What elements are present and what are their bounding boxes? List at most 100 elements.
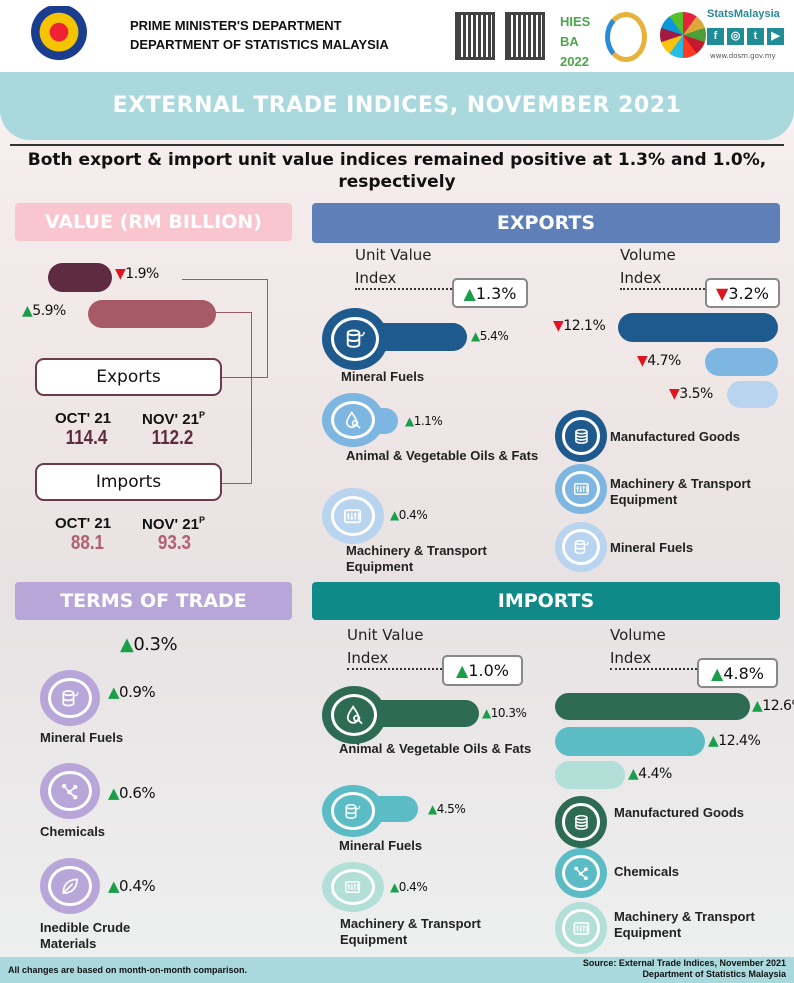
imports-value-bar bbox=[88, 300, 216, 328]
instagram-icon[interactable]: ◎ bbox=[727, 28, 744, 45]
exports-value-change: ▼1.9% bbox=[115, 266, 159, 282]
exports-value-bar bbox=[48, 263, 112, 292]
oil-barrel-icon bbox=[40, 670, 100, 726]
website-url[interactable]: www.dosm.gov.my bbox=[710, 52, 776, 60]
connector-line bbox=[222, 377, 268, 378]
oil-barrel-icon bbox=[322, 785, 384, 837]
terms-item-change: ▲0.9% bbox=[108, 683, 156, 701]
up-arrow-icon: ▲ bbox=[456, 661, 469, 680]
imports-uvi-label: Unit Value Index bbox=[347, 626, 424, 667]
exports-oct-label: OCT' 21 bbox=[55, 410, 112, 427]
value-section-heading: VALUE (RM BILLION) bbox=[15, 203, 292, 241]
imports-volume-bar-change: ▲12.6% bbox=[752, 698, 794, 714]
imports-volume-bar bbox=[555, 693, 750, 720]
connector-line bbox=[215, 312, 251, 313]
imports-section-heading: IMPORTS bbox=[312, 582, 780, 620]
terms-item-change: ▲0.6% bbox=[108, 784, 156, 802]
machinery-icon bbox=[555, 464, 607, 514]
exports-volume-legend-label: Mineral Fuels bbox=[610, 540, 694, 555]
exports-volume-bar bbox=[705, 348, 778, 376]
subtitle-line-2: respectively bbox=[338, 172, 456, 192]
exports-volume-legend-label: Manufactured Goods bbox=[610, 429, 741, 444]
imports-volume-bar bbox=[555, 761, 625, 789]
stats-malaysia-brand: StatsMalaysia bbox=[707, 8, 780, 20]
oil-barrel-icon bbox=[555, 522, 607, 572]
connector-line bbox=[222, 483, 252, 484]
divider bbox=[10, 144, 784, 146]
imports-oct-label: OCT' 21 bbox=[55, 515, 112, 532]
census-logo bbox=[605, 12, 647, 62]
oil-drop-icon bbox=[322, 393, 384, 447]
exports-volume-bar-change: ▼4.7% bbox=[637, 353, 681, 369]
imports-volume-bar-change: ▲12.4% bbox=[708, 733, 761, 749]
qr-code-icon[interactable] bbox=[505, 12, 545, 60]
imports-uvi-item-label: Animal & Vegetable Oils & Fats bbox=[339, 741, 532, 756]
imports-volume-legend-label: Chemicals bbox=[614, 864, 680, 879]
exports-uvi-item-label: Animal & Vegetable Oils & Fats bbox=[346, 448, 539, 463]
machinery-icon bbox=[322, 862, 384, 912]
terms-item-label: Mineral Fuels bbox=[40, 730, 124, 745]
terms-item-label: Chemicals bbox=[40, 824, 106, 839]
imports-value-change: ▲5.9% bbox=[22, 303, 66, 319]
connector-line bbox=[267, 279, 268, 377]
youtube-icon[interactable]: ▶ bbox=[767, 28, 784, 45]
up-arrow-icon: ▲ bbox=[463, 284, 476, 303]
imports-oct-value: 88.1 bbox=[70, 532, 105, 554]
down-arrow-icon: ▼ bbox=[115, 266, 126, 282]
imports-nov-value: 93.3 bbox=[157, 532, 192, 554]
imports-nov-label: NOV' 21P bbox=[142, 515, 205, 533]
exports-volume-label: Volume Index bbox=[620, 246, 676, 287]
hies-logo: HIES BA 2022 bbox=[560, 14, 591, 69]
exports-section-heading: EXPORTS bbox=[312, 203, 780, 243]
dept-line-2: DEPARTMENT OF STATISTICS MALAYSIA bbox=[130, 37, 389, 52]
exports-oct-value: 114.4 bbox=[65, 427, 108, 449]
dotted-line bbox=[610, 668, 697, 670]
connector-line bbox=[251, 312, 252, 483]
imports-volume-change: ▲4.8% bbox=[697, 658, 778, 688]
exports-uvi-item-label: Machinery & Transport Equipment bbox=[346, 543, 487, 574]
subtitle-line-1: Both export & import unit value indices … bbox=[27, 150, 767, 170]
dotted-line bbox=[620, 288, 705, 290]
oil-barrel-icon bbox=[322, 308, 388, 370]
coins-icon bbox=[555, 796, 607, 848]
terms-item-change: ▲0.4% bbox=[108, 877, 156, 895]
exports-volume-bar-change: ▼12.1% bbox=[553, 318, 606, 334]
exports-volume-bar bbox=[727, 381, 778, 408]
footer-note: All changes are based on month-on-month … bbox=[8, 965, 248, 975]
dept-line-1: PRIME MINISTER'S DEPARTMENT bbox=[130, 18, 342, 33]
imports-uvi-item-change: ▲4.5% bbox=[428, 802, 466, 816]
imports-uvi-item-change: ▲0.4% bbox=[390, 880, 428, 894]
facebook-icon[interactable]: f bbox=[707, 28, 724, 45]
exports-uvi-item-label: Mineral Fuels bbox=[341, 369, 425, 384]
molecule-icon bbox=[40, 763, 100, 819]
exports-label-box: Exports bbox=[35, 358, 222, 396]
imports-uvi-item-label: Mineral Fuels bbox=[339, 838, 423, 853]
imports-uvi-item-change: ▲10.3% bbox=[482, 706, 527, 720]
sdg-logo bbox=[660, 12, 706, 58]
imports-volume-legend-label: Machinery & Transport Equipment bbox=[614, 909, 755, 940]
exports-uvi-item-change: ▲1.1% bbox=[405, 414, 443, 428]
qr-code-icon[interactable] bbox=[455, 12, 495, 60]
leaf-icon bbox=[40, 858, 100, 914]
source-note: Source: External Trade Indices, November… bbox=[582, 958, 786, 979]
exports-uvi-item-change: ▲5.4% bbox=[471, 329, 509, 343]
exports-volume-bar-change: ▼3.5% bbox=[669, 386, 713, 402]
imports-volume-legend-label: Manufactured Goods bbox=[614, 805, 745, 820]
twitter-icon[interactable]: t bbox=[747, 28, 764, 45]
terms-item-label: Inedible Crude Materials bbox=[40, 920, 131, 951]
machinery-icon bbox=[322, 488, 384, 544]
exports-uvi-label: Unit Value Index bbox=[355, 246, 432, 287]
exports-nov-label: NOV' 21P bbox=[142, 410, 205, 428]
exports-volume-change: ▼3.2% bbox=[705, 278, 780, 308]
imports-label-box: Imports bbox=[35, 463, 222, 501]
machinery-icon bbox=[555, 902, 607, 954]
exports-volume-legend-label: Machinery & Transport Equipment bbox=[610, 476, 751, 507]
up-arrow-icon: ▲ bbox=[711, 664, 724, 683]
subtitle: Both export & import unit value indices … bbox=[0, 149, 794, 193]
exports-uvi-item-change: ▲0.4% bbox=[390, 508, 428, 522]
department-name: PRIME MINISTER'S DEPARTMENT DEPARTMENT OF… bbox=[130, 16, 389, 54]
up-arrow-icon: ▲ bbox=[120, 634, 134, 655]
coins-icon bbox=[555, 410, 607, 462]
oil-drop-icon bbox=[322, 686, 386, 744]
imports-volume-label: Volume Index bbox=[610, 626, 666, 667]
